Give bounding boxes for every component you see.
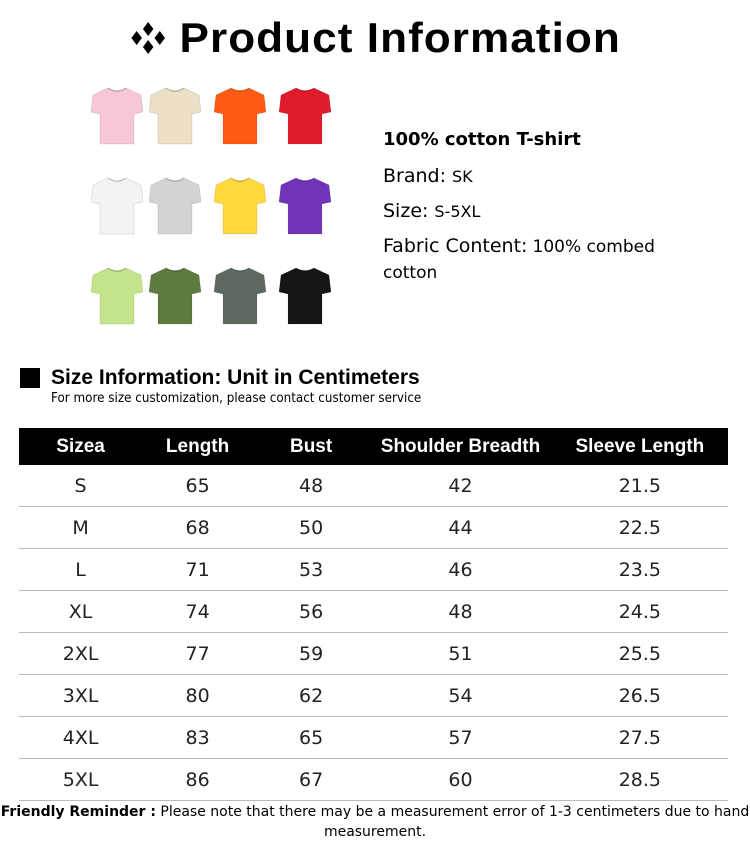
table-cell: 3XL	[19, 674, 143, 717]
table-cell: 28.5	[551, 758, 728, 801]
table-cell: 62	[253, 674, 370, 717]
table-row: S 65 48 42 21.5	[19, 465, 728, 507]
table-cell: 68	[142, 506, 254, 549]
table-row: L 71 53 46 23.5	[19, 548, 728, 591]
table-cell: 4XL	[19, 716, 143, 759]
tshirt-swatch	[278, 86, 332, 146]
table-row: 2XL 77 59 51 25.5	[19, 632, 728, 675]
footer-note: Friendly Reminder : Please note that the…	[0, 804, 750, 840]
table-cell: S	[19, 465, 143, 507]
table-cell: 50	[253, 506, 370, 549]
table-cell: 25.5	[551, 632, 728, 675]
column-header: Sleeve Length	[551, 428, 728, 465]
table-cell: 21.5	[551, 465, 728, 507]
table-cell: 74	[142, 590, 254, 633]
tshirt-swatch	[213, 266, 267, 326]
diamond-cluster-icon	[131, 22, 165, 54]
size-info-subheading: For more size customization, please cont…	[51, 391, 422, 406]
page-title: Product Information	[0, 14, 750, 62]
table-cell: 54	[369, 674, 552, 717]
column-header: Sizea	[19, 428, 143, 465]
tshirt-swatch	[90, 176, 144, 236]
table-row: XL 74 56 48 24.5	[19, 590, 728, 633]
table-cell: 83	[142, 716, 254, 759]
product-name: 100% cotton T-shirt	[383, 129, 581, 150]
table-cell: 60	[369, 758, 552, 801]
table-cell: 24.5	[551, 590, 728, 633]
table-cell: L	[19, 548, 143, 591]
table-cell: 57	[369, 716, 552, 759]
table-cell: 48	[253, 465, 370, 507]
table-cell: M	[19, 506, 143, 549]
table-header: Sizea Length Bust Shoulder Breadth Sleeve Le…	[19, 428, 728, 465]
table-cell: 65	[142, 465, 254, 507]
table-cell: 59	[253, 632, 370, 675]
tshirt-swatch	[148, 86, 202, 146]
table-cell: 86	[142, 758, 254, 801]
table-cell: 44	[369, 506, 552, 549]
table-cell: XL	[19, 590, 143, 633]
table-cell: 65	[253, 716, 370, 759]
size-table: Sizea Length Bust Shoulder Breadth Sleeve Le…	[19, 428, 728, 801]
table-cell: 2XL	[19, 632, 143, 675]
table-row: 3XL 80 62 54 26.5	[19, 674, 728, 717]
size-info-heading: Size Information: Unit in Centimeters	[51, 366, 420, 389]
table-cell: 48	[369, 590, 552, 633]
tshirt-swatch	[148, 266, 202, 326]
table-cell: 42	[369, 465, 552, 507]
tshirt-swatch	[278, 176, 332, 236]
column-header: Bust	[253, 428, 370, 465]
table-cell: 53	[253, 548, 370, 591]
table-row: 5XL 86 67 60 28.5	[19, 758, 728, 801]
tshirt-swatch	[90, 86, 144, 146]
tshirt-swatch	[90, 266, 144, 326]
tshirt-swatch	[213, 86, 267, 146]
fabric-row: Fabric Content: 100% combed cotton	[383, 235, 655, 283]
table-cell: 80	[142, 674, 254, 717]
table-cell: 56	[253, 590, 370, 633]
table-row: M 68 50 44 22.5	[19, 506, 728, 549]
table-cell: 51	[369, 632, 552, 675]
column-header: Length	[142, 428, 254, 465]
table-cell: 23.5	[551, 548, 728, 591]
table-cell: 67	[253, 758, 370, 801]
table-cell: 22.5	[551, 506, 728, 549]
section-marker	[20, 368, 40, 388]
table-cell: 27.5	[551, 716, 728, 759]
table-row: 4XL 83 65 57 27.5	[19, 716, 728, 759]
tshirt-swatch	[148, 176, 202, 236]
tshirt-swatch	[213, 176, 267, 236]
table-cell: 5XL	[19, 758, 143, 801]
brand-row: Brand: SK	[383, 165, 473, 187]
table-cell: 77	[142, 632, 254, 675]
tshirt-swatch	[278, 266, 332, 326]
size-row: Size: S-5XL	[383, 200, 481, 222]
table-cell: 46	[369, 548, 552, 591]
column-header: Shoulder Breadth	[369, 428, 552, 465]
table-cell: 71	[142, 548, 254, 591]
table-cell: 26.5	[551, 674, 728, 717]
